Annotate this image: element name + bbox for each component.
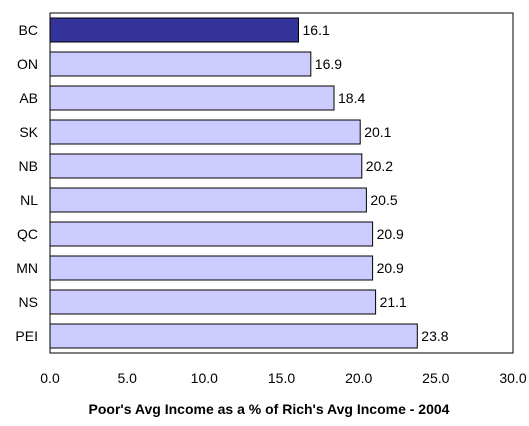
category-label-nl: NL — [20, 192, 38, 208]
value-label-qc: 20.9 — [377, 226, 404, 242]
bars-layer — [49, 17, 418, 349]
bar-sk — [49, 119, 361, 145]
category-labels-layer: BC ON AB SK NB NL QC MN NS PEI — [15, 22, 38, 344]
bar-ab — [49, 85, 335, 111]
value-label-nl: 20.5 — [370, 192, 397, 208]
bar-pei — [49, 323, 418, 349]
category-label-on: ON — [17, 56, 38, 72]
category-label-ns: NS — [19, 294, 38, 310]
bar-nl — [49, 187, 367, 213]
value-label-pei: 23.8 — [421, 328, 448, 344]
bar-mn — [49, 255, 374, 281]
x-tick-label: 30.0 — [499, 370, 526, 386]
category-label-bc: BC — [19, 22, 38, 38]
x-tick-labels-layer: 0.0 5.0 10.0 15.0 20.0 25.0 30.0 — [40, 370, 527, 386]
x-tick-label: 5.0 — [117, 370, 137, 386]
category-label-nb: NB — [19, 158, 38, 174]
category-label-ab: AB — [19, 90, 38, 106]
value-label-sk: 20.1 — [364, 124, 391, 140]
value-label-bc: 16.1 — [303, 22, 330, 38]
x-tick-label: 20.0 — [345, 370, 372, 386]
category-label-sk: SK — [19, 124, 38, 140]
bar-on — [49, 51, 312, 77]
bar-qc — [49, 221, 374, 247]
category-label-mn: MN — [16, 260, 38, 276]
value-label-on: 16.9 — [315, 56, 342, 72]
value-label-mn: 20.9 — [377, 260, 404, 276]
x-tick-label: 0.0 — [40, 370, 60, 386]
category-label-pei: PEI — [15, 328, 38, 344]
x-tick-label: 10.0 — [191, 370, 218, 386]
value-label-ab: 18.4 — [338, 90, 365, 106]
bar-ns — [49, 289, 377, 315]
value-label-nb: 20.2 — [366, 158, 393, 174]
x-axis-title: Poor's Avg Income as a % of Rich's Avg I… — [89, 401, 450, 417]
bar-bc — [49, 17, 299, 43]
value-labels-layer: 16.1 16.9 18.4 20.1 20.2 20.5 20.9 20.9 21.1 23.8 — [303, 22, 449, 344]
category-label-qc: QC — [17, 226, 38, 242]
bar-nb — [49, 153, 363, 179]
x-tick-label: 25.0 — [422, 370, 449, 386]
x-tick-label: 15.0 — [268, 370, 295, 386]
value-label-ns: 21.1 — [380, 294, 407, 310]
